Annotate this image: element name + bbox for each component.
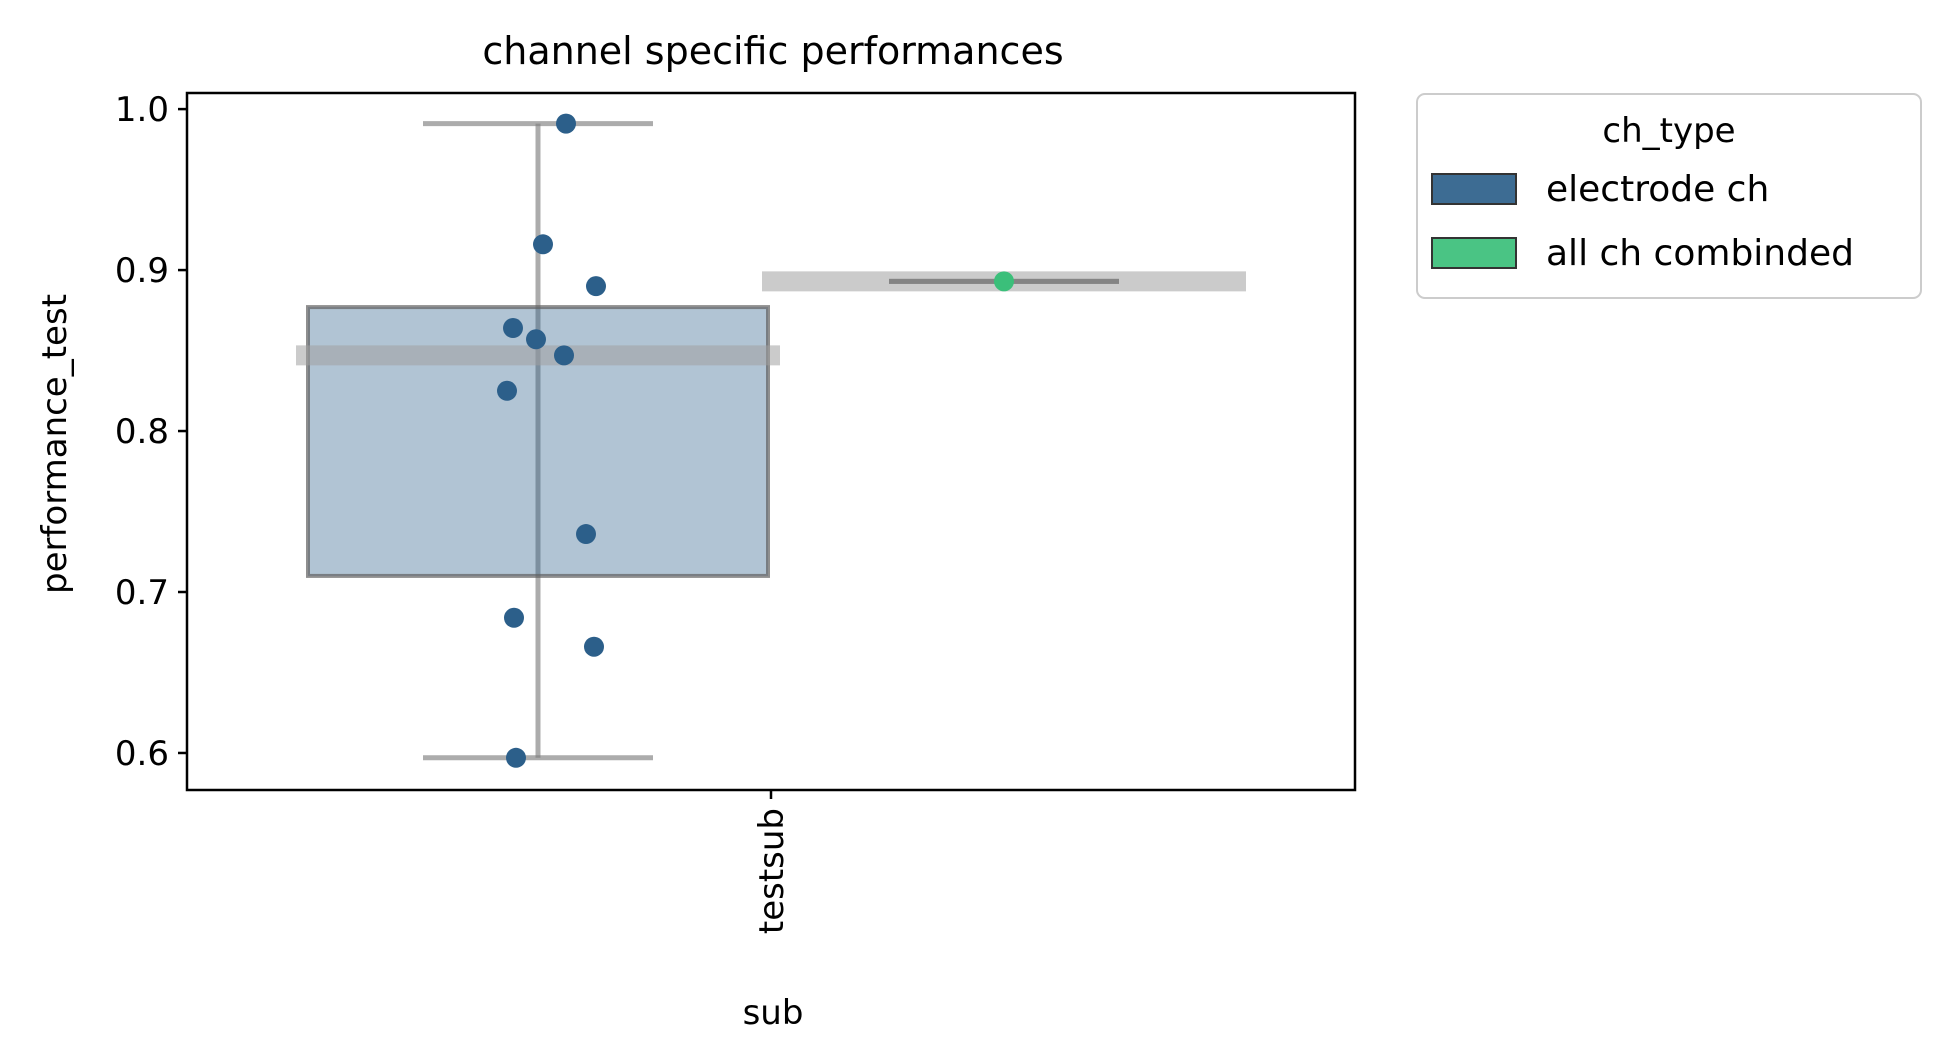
y-tick-label: 1.0: [115, 90, 169, 130]
x-tick-label: testsub: [752, 808, 792, 934]
series-group: [296, 113, 780, 768]
data-point: [533, 234, 553, 255]
data-point: [497, 380, 517, 401]
legend-title: ch_type: [1602, 111, 1735, 151]
legend-label: all ch combinded: [1546, 233, 1854, 274]
legend-frame: [1416, 93, 1922, 299]
y-tick-label: 0.8: [115, 412, 169, 452]
chart-title: channel specific performances: [482, 29, 1063, 73]
data-point: [586, 276, 606, 297]
data-point: [506, 747, 526, 768]
y-tick-label: 0.9: [115, 251, 169, 291]
y-tick-label: 0.6: [115, 734, 169, 774]
y-axis-label: performance_test: [35, 294, 75, 594]
plot-area: [296, 113, 1246, 768]
legend: ch_type electrode ch all ch combinded: [1416, 93, 1922, 299]
data-point: [994, 271, 1014, 292]
data-point: [526, 329, 546, 350]
legend-entry: all ch combinded: [1431, 233, 1854, 274]
legend-swatch: [1431, 173, 1517, 205]
legend-label: electrode ch: [1546, 169, 1769, 210]
data-point: [504, 607, 524, 628]
data-point: [556, 113, 576, 134]
y-tick-label: 0.7: [115, 573, 169, 613]
series-group: [762, 271, 1246, 292]
data-point: [576, 524, 596, 545]
legend-swatch: [1431, 237, 1517, 269]
x-axis-label: sub: [743, 993, 804, 1033]
data-point: [584, 636, 604, 657]
data-point: [554, 345, 574, 366]
data-point: [503, 318, 523, 339]
axes: 0.6 0.7 0.8 0.9 1.0 testsub: [115, 90, 1357, 934]
legend-entries: electrode ch all ch combinded: [1431, 169, 1854, 274]
legend-entry: electrode ch: [1431, 169, 1769, 210]
